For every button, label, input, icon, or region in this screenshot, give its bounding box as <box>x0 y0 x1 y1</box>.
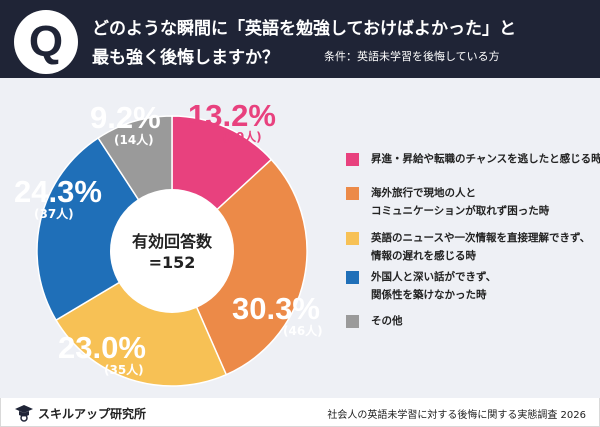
legend-label: コミュニケーションが取れず困った時 <box>371 205 550 217</box>
question-header: Q どのような瞬間に「英語を勉強しておけばよかった」と 最も強く後悔しますか？ … <box>0 0 600 78</box>
slice-2-percent: 23.0% <box>58 330 146 365</box>
slice-4-count: (14人) <box>114 133 154 147</box>
slice-3-percent: 24.3% <box>14 174 102 209</box>
legend-label: 外国人と深い話ができず、 <box>371 271 497 283</box>
slice-1-percent: 30.3% <box>232 291 320 326</box>
graduation-cap-icon <box>15 405 33 422</box>
survey-title: 社会人の英語未学習に対する後悔に関する実態調査 2026 <box>327 410 586 421</box>
legend-swatch <box>346 271 359 284</box>
slice-4-percent: 9.2% <box>90 100 161 135</box>
legend-item-news: 英語のニュースや一次情報を直接理解できず、 情報の遅れを感じる時 <box>346 231 590 265</box>
survey-condition: 条件：英語未学習を後悔している方 <box>324 50 500 63</box>
legend-item-other: その他 <box>346 314 403 330</box>
question-text-line2: 最も強く後悔しますか？ <box>92 48 279 68</box>
legend-label: 情報の遅れを感じる時 <box>371 250 476 262</box>
question-text-line1: どのような瞬間に「英語を勉強しておけばよかった」と <box>92 19 516 39</box>
legend-label: 昇進・昇給や転職のチャンスを逃したと感じる時 <box>371 153 600 165</box>
legend-swatch <box>346 153 359 166</box>
pie-slice-1 <box>171 158 308 376</box>
center-value: =152 <box>148 253 196 272</box>
legend-item-promotion: 昇進・昇給や転職のチャンスを逃したと感じる時 <box>346 152 600 168</box>
legend-swatch <box>346 315 359 328</box>
slice-0-percent: 13.2% <box>188 98 276 133</box>
donut-hole <box>110 189 234 313</box>
brand-logo: スキルアップ研究所 <box>14 404 146 422</box>
brand-name: スキルアップ研究所 <box>38 406 147 421</box>
pie-slice-3 <box>36 136 174 322</box>
legend-swatch <box>346 187 359 200</box>
slice-1-count: (46人) <box>283 324 323 338</box>
legend-label: その他 <box>371 315 403 327</box>
legend-label: 海外旅行で現地の人と <box>371 187 476 199</box>
legend-label: 関係性を築けなかった時 <box>371 289 487 301</box>
legend-item-travel: 海外旅行で現地の人と コミュニケーションが取れず困った時 <box>346 186 549 220</box>
slice-2-count: (35人) <box>104 363 144 377</box>
legend-item-relationship: 外国人と深い話ができず、 関係性を築けなかった時 <box>346 270 496 304</box>
center-label: 有効回答数 <box>131 232 212 251</box>
legend-label: 英語のニュースや一次情報を直接理解できず、 <box>371 232 591 244</box>
slice-3-count: (37人) <box>34 207 74 221</box>
legend-swatch <box>346 232 359 245</box>
slice-0-count: (20人) <box>222 130 262 144</box>
q-badge: Q <box>14 10 78 74</box>
